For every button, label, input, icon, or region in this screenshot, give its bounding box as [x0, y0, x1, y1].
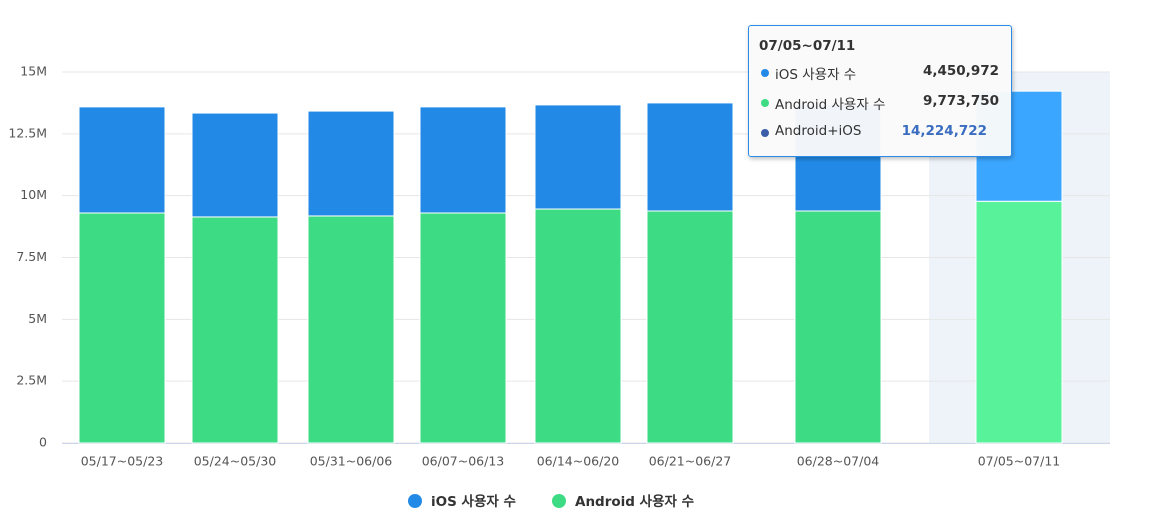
- bar-segment: [191, 112, 279, 218]
- tooltip-value: 14,224,722: [901, 123, 987, 139]
- x-tick-label: 06/14~06/20: [537, 454, 620, 469]
- bar-segment: [419, 212, 507, 444]
- bar-segment: [78, 106, 166, 214]
- y-tick-label: 10M: [20, 187, 47, 202]
- bar-segment: [534, 104, 622, 210]
- tooltip-marker: [761, 129, 769, 137]
- y-tick-label: 5M: [28, 311, 47, 326]
- x-tick-label: 06/07~06/13: [422, 454, 505, 469]
- y-tick-label: 15M: [20, 64, 47, 79]
- tooltip-name: Android 사용자 수: [775, 97, 886, 113]
- x-tick-label: 06/21~06/27: [649, 454, 732, 469]
- y-tick-label: 12.5M: [8, 125, 47, 140]
- y-tick-label: 7.5M: [16, 249, 47, 264]
- tooltip-value: 4,450,972: [922, 63, 999, 79]
- x-tick-label: 05/17~05/23: [81, 454, 164, 469]
- tooltip-row: Android 사용자 수 9,773,750: [759, 93, 999, 113]
- tooltip-value: 9,773,750: [922, 93, 999, 109]
- tooltip-marker: [761, 99, 769, 107]
- bar-segment: [307, 110, 395, 217]
- legend-marker: [408, 494, 422, 508]
- bar-segment: [534, 208, 622, 444]
- bar-segment: [646, 210, 734, 444]
- bar-segment: [794, 210, 882, 444]
- tooltip-row: Android+iOS 14,224,722: [759, 123, 999, 143]
- bar-segment: [78, 212, 166, 444]
- legend-label: iOS 사용자 수: [431, 494, 516, 510]
- x-tick-label: 06/28~07/04: [797, 454, 880, 469]
- bar-segment: [975, 200, 1063, 444]
- tooltip-marker: [761, 69, 769, 77]
- bar-segment: [646, 102, 734, 212]
- y-tick-label: 0: [39, 435, 47, 450]
- legend-marker: [552, 494, 566, 508]
- tooltip-name: iOS 사용자 수: [775, 67, 857, 83]
- tooltip-title: 07/05~07/11: [759, 38, 856, 54]
- x-tick-label: 05/31~06/06: [310, 454, 393, 469]
- tooltip-name: Android+iOS: [775, 123, 862, 139]
- bar-segment: [419, 106, 507, 214]
- bar-segment: [307, 215, 395, 444]
- x-tick-label: 07/05~07/11: [978, 454, 1061, 469]
- legend-label: Android 사용자 수: [575, 494, 694, 510]
- y-tick-label: 2.5M: [16, 373, 47, 388]
- tooltip: 07/05~07/11 iOS 사용자 수 4,450,972 Android 사용…: [748, 25, 1012, 157]
- bar-segment: [191, 216, 279, 444]
- x-tick-label: 05/24~05/30: [194, 454, 277, 469]
- tooltip-row: iOS 사용자 수 4,450,972: [759, 63, 999, 83]
